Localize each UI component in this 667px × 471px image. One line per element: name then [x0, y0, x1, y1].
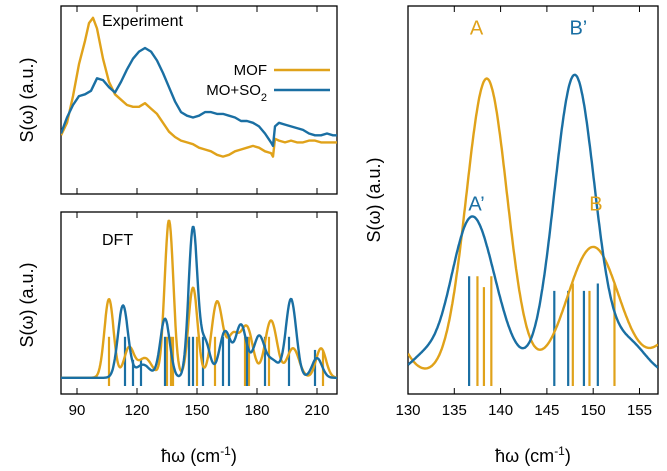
dft-xtick-label: 120: [124, 402, 149, 419]
zoom-xtick-label: 130: [395, 402, 420, 419]
experiment-line-mof: [61, 16, 337, 158]
peak-label: B: [589, 193, 602, 215]
zoom-axes-frame: [407, 5, 659, 395]
peak-label: A: [470, 18, 484, 40]
zoom-peak-labels: A B’ A’ B: [468, 18, 602, 216]
dft-line-mof: [61, 219, 337, 379]
experiment-panel: Experiment S(ω) (a.u.) MOF MO+SO2: [17, 5, 338, 195]
zoom-xtick-label: 140: [488, 402, 513, 419]
experiment-curves: [61, 16, 337, 158]
experiment-panel-title: Experiment: [102, 13, 183, 30]
peak-label: A’: [468, 193, 484, 215]
experiment-ticks: [76, 6, 318, 194]
dft-panel: DFT S(ω) (a.u.) 90 120 150 180 210 ħω (cm-1): [17, 211, 338, 466]
dft-ylabel: S(ω) (a.u.): [17, 262, 37, 347]
dft-axes-frame: [60, 211, 338, 395]
zoom-xtick-label: 155: [627, 402, 652, 419]
dft-xtick-label: 150: [184, 402, 209, 419]
dft-curves: [61, 219, 337, 386]
zoom-ticks: 130 135 140 145 150 155: [395, 6, 652, 419]
dft-ticks: 90 120 150 180 210: [69, 212, 330, 419]
legend-label-mof: MOF: [234, 62, 267, 79]
zoom-line-mof: [408, 77, 658, 370]
experiment-axes-frame: [60, 5, 338, 195]
experiment-line-so2: [61, 46, 337, 148]
zoom-plot-area: [408, 73, 658, 386]
dft-xlabel: ħω (cm-1): [161, 444, 237, 466]
zoom-line-so2: [408, 73, 658, 369]
zoom-xtick-label: 135: [442, 402, 467, 419]
dft-line-so2: [61, 225, 337, 379]
experiment-plot-area: [61, 16, 337, 158]
dft-panel-title: DFT: [102, 232, 133, 249]
legend-label-so2: MO+SO2: [206, 82, 267, 104]
zoom-xtick-label: 150: [581, 402, 606, 419]
zoom-panel: S(ω) (a.u.) 130 135 140 145 150 155 A B’ A’ B ħω…: [364, 5, 659, 466]
zoom-xlabel: ħω (cm-1): [495, 444, 571, 466]
zoom-xtick-label: 145: [534, 402, 559, 419]
peak-label: B’: [569, 18, 587, 40]
dft-xtick-label: 180: [244, 402, 269, 419]
dft-xtick-label: 90: [69, 402, 86, 419]
dft-xtick-label: 210: [304, 402, 329, 419]
zoom-ylabel: S(ω) (a.u.): [364, 157, 384, 242]
dft-plot-area: [61, 219, 337, 386]
zoom-curves: [408, 73, 658, 386]
experiment-ylabel: S(ω) (a.u.): [17, 57, 37, 142]
legend: MOF MO+SO2: [206, 62, 330, 104]
